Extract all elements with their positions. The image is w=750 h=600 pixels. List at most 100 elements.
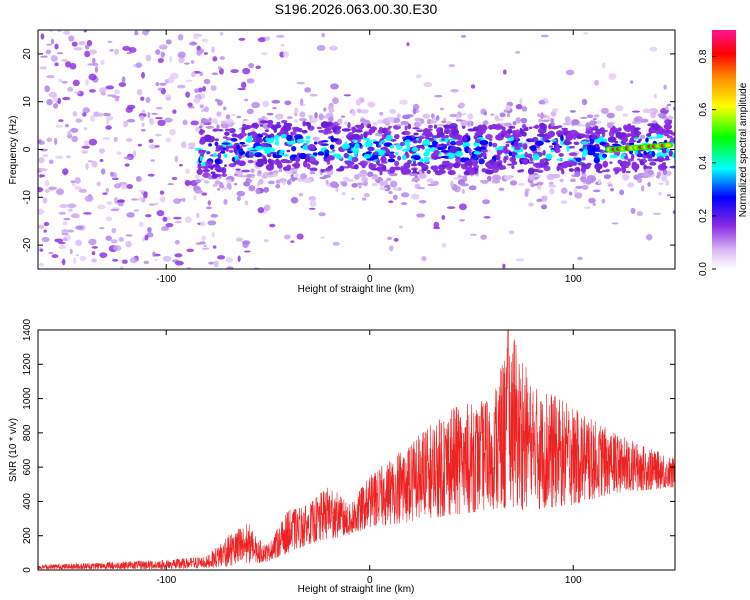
- spectrogram-cell: [236, 115, 242, 119]
- spectrogram-cell: [208, 261, 215, 265]
- spectrogram-cell: [651, 123, 661, 131]
- spectrogram-cell: [193, 97, 201, 104]
- spectrogram-cell: [203, 119, 209, 123]
- spectrogram-cell: [302, 178, 312, 183]
- spectrogram-cell: [186, 248, 195, 253]
- spectrogram-cell: [74, 185, 82, 190]
- spectrogram-cell: [42, 197, 48, 204]
- colorbar-gradient: [712, 30, 736, 269]
- spectrogram-cell: [169, 128, 176, 136]
- spectrogram-cell: [190, 120, 199, 126]
- spectrogram-cell: [428, 138, 435, 142]
- spectrogram-cell: [298, 152, 307, 160]
- spectrogram-cell: [267, 180, 275, 185]
- spectrogram-cell: [114, 89, 120, 95]
- spectrogram-cell: [145, 96, 151, 103]
- spectrogram-cell: [316, 44, 326, 51]
- spectrogram-cell: [199, 155, 203, 162]
- spectrogram-cell: [194, 127, 201, 132]
- spectrogram-cell: [342, 176, 349, 181]
- spectrogram-cell: [394, 151, 399, 156]
- spectrogram-cell: [623, 124, 628, 130]
- spectrogram-cell: [64, 124, 69, 128]
- spectrogram-cell: [45, 49, 52, 55]
- spectrogram-cell: [487, 164, 494, 170]
- spectrogram-cell: [205, 125, 215, 129]
- spectrogram-cell: [444, 135, 450, 139]
- spectrogram-cell: [460, 34, 467, 38]
- spectrogram-cell: [188, 106, 195, 109]
- spectrogram-cell: [282, 50, 289, 58]
- spectrogram-cell: [197, 163, 202, 170]
- spectrogram-cell: [527, 167, 535, 175]
- spectrogram-cell: [73, 47, 83, 51]
- spectrogram-cell: [524, 190, 529, 197]
- y-tick-label: 1200: [22, 353, 33, 376]
- spectrogram-cell: [565, 118, 570, 125]
- spectrogram-cell: [214, 180, 221, 185]
- spectrogram-cell: [275, 114, 283, 120]
- snr-series-line: [38, 330, 675, 570]
- spectrogram-cell: [461, 188, 465, 195]
- spectrogram-cell: [461, 112, 467, 116]
- spectrogram-cell: [647, 182, 651, 187]
- colorbar-tick-label: 0.2: [698, 209, 709, 223]
- spectrogram-cell: [500, 123, 505, 126]
- spectrogram-cell: [501, 133, 505, 138]
- spectrogram-cell: [275, 179, 281, 184]
- spectrogram-cell: [105, 187, 110, 193]
- spectrogram-cell: [420, 165, 427, 168]
- spectrogram-cell: [407, 123, 412, 130]
- spectrogram-cell: [341, 181, 348, 187]
- spectrogram-cell: [488, 141, 493, 147]
- spectrogram-cell: [534, 174, 542, 178]
- spectrogram-cell: [63, 217, 71, 221]
- spectrogram-cell: [326, 155, 335, 161]
- spectrogram-cell: [174, 253, 183, 258]
- spectrogram-cell: [645, 153, 653, 159]
- spectrogram-cell: [327, 106, 334, 111]
- spectrogram-cell: [424, 130, 433, 137]
- spectrogram-cell: [560, 200, 568, 204]
- spectrogram-cell: [276, 121, 281, 125]
- spectrogram-cell: [184, 216, 192, 224]
- spectrogram-cell: [526, 153, 533, 159]
- spectrogram-cell: [633, 117, 640, 122]
- spectrogram-cell: [225, 114, 231, 120]
- spectrogram-cell: [497, 166, 507, 170]
- spectrogram-cell: [99, 87, 107, 94]
- spectrogram-cell: [121, 259, 128, 264]
- spectrogram-cell: [592, 189, 601, 193]
- spectrogram-cell: [70, 213, 80, 219]
- spectrogram-cell: [221, 142, 231, 145]
- spectrogram-cell: [449, 140, 457, 146]
- spectrogram-cell: [588, 197, 596, 204]
- spectrogram-cell: [224, 140, 228, 143]
- spectrogram-cell: [54, 238, 64, 243]
- spectrogram-cell: [318, 113, 324, 121]
- spectrogram-cell: [347, 164, 353, 168]
- spectrogram-cell: [569, 110, 576, 113]
- spectrogram-cell: [433, 221, 440, 228]
- spectrogram-cell: [429, 120, 437, 124]
- spectrogram-cell: [538, 118, 543, 123]
- spectrogram-cell: [280, 154, 290, 157]
- spectrogram-cell: [236, 144, 241, 150]
- spectrogram-cell: [446, 152, 456, 160]
- spectrogram-cell: [410, 193, 420, 200]
- spectrogram-cell: [647, 158, 657, 162]
- spectrogram-cell: [444, 137, 449, 143]
- spectrogram-cell: [530, 145, 537, 152]
- spectrogram-cell: [341, 143, 350, 150]
- spectrogram-cell: [70, 180, 76, 183]
- spectrogram-cell: [449, 122, 458, 129]
- spectrogram-cell: [194, 88, 200, 94]
- spectrogram-cell: [593, 114, 600, 118]
- spectrogram-cell: [118, 237, 124, 242]
- spectrogram-cell: [566, 160, 576, 166]
- spectrogram-cell: [91, 57, 96, 64]
- spectrogram-cell: [257, 207, 265, 214]
- spectrogram-cell: [196, 212, 200, 219]
- spectrogram-cell: [91, 246, 99, 249]
- spectrogram-cell: [261, 174, 268, 179]
